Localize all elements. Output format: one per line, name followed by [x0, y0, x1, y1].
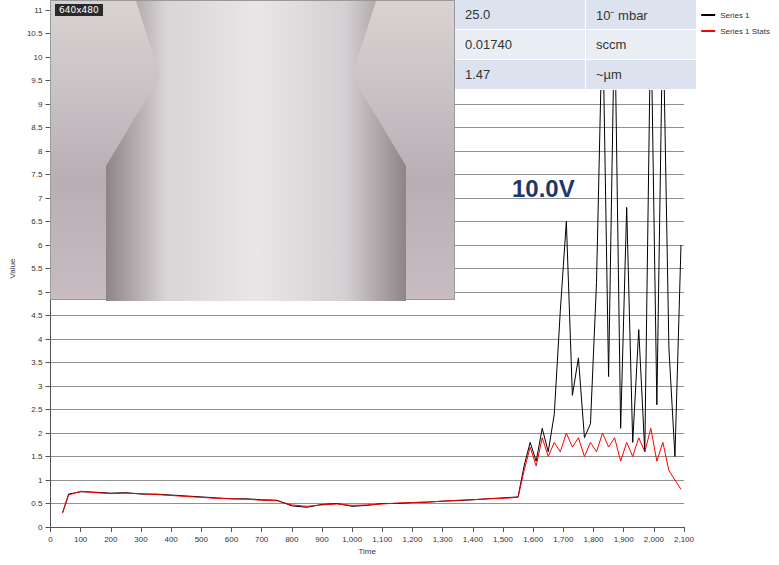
svg-text:4.5: 4.5 [31, 311, 43, 320]
svg-text:2,000: 2,000 [644, 535, 665, 544]
svg-text:1,600: 1,600 [523, 535, 544, 544]
svg-text:7: 7 [38, 194, 43, 203]
svg-text:11: 11 [34, 6, 43, 15]
svg-text:900: 900 [315, 535, 329, 544]
svg-text:100: 100 [74, 535, 88, 544]
svg-text:9.5: 9.5 [31, 76, 43, 85]
html-text:sccm: sccm [596, 37, 627, 52]
html-text:640x480: 640x480 [59, 5, 99, 15]
svg-text:9: 9 [38, 100, 43, 109]
svg-text:10: 10 [34, 53, 43, 62]
svg-text:2.5: 2.5 [31, 405, 43, 414]
svg-text:1,500: 1,500 [493, 535, 514, 544]
svg-text:6: 6 [38, 241, 43, 250]
svg-text:700: 700 [255, 535, 269, 544]
svg-text:Time: Time [358, 547, 376, 556]
html-text:25.0: 25.0 [465, 7, 491, 22]
svg-text:1,300: 1,300 [433, 535, 454, 544]
svg-text:1,900: 1,900 [614, 535, 635, 544]
html-text:10⁻ mbar: 10⁻ mbar [596, 7, 648, 23]
svg-text:0: 0 [48, 535, 53, 544]
svg-text:1,000: 1,000 [342, 535, 363, 544]
svg-text:Series 1 Stats: Series 1 Stats [720, 27, 770, 36]
svg-text:8: 8 [38, 147, 43, 156]
svg-text:5: 5 [38, 288, 43, 297]
svg-text:5.5: 5.5 [31, 264, 43, 273]
svg-text:1.5: 1.5 [31, 452, 43, 461]
svg-text:6.5: 6.5 [31, 217, 43, 226]
svg-text:1,200: 1,200 [402, 535, 423, 544]
svg-text:10.0V: 10.0V [512, 175, 575, 202]
svg-text:8.5: 8.5 [31, 123, 43, 132]
svg-text:Value: Value [8, 258, 17, 278]
svg-text:2,100: 2,100 [674, 535, 695, 544]
svg-text:1: 1 [38, 476, 43, 485]
svg-text:800: 800 [285, 535, 299, 544]
html-text:~µm: ~µm [596, 67, 622, 82]
html-text:0.01740: 0.01740 [465, 37, 512, 52]
svg-text:1,100: 1,100 [372, 535, 393, 544]
svg-text:1,400: 1,400 [463, 535, 484, 544]
svg-text:0.5: 0.5 [31, 499, 43, 508]
svg-text:3.5: 3.5 [31, 358, 43, 367]
svg-text:7.5: 7.5 [31, 170, 43, 179]
svg-text:1,800: 1,800 [583, 535, 604, 544]
svg-text:3: 3 [38, 382, 43, 391]
svg-text:10.5: 10.5 [27, 29, 43, 38]
svg-text:400: 400 [164, 535, 178, 544]
svg-text:500: 500 [195, 535, 209, 544]
html-text:1.47: 1.47 [465, 67, 491, 82]
svg-text:Series 1: Series 1 [720, 11, 750, 20]
svg-text:200: 200 [104, 535, 118, 544]
svg-text:4: 4 [38, 335, 43, 344]
svg-text:600: 600 [225, 535, 239, 544]
svg-text:0: 0 [38, 523, 43, 532]
svg-text:2: 2 [38, 429, 43, 438]
svg-text:1,700: 1,700 [553, 535, 574, 544]
svg-text:300: 300 [134, 535, 148, 544]
